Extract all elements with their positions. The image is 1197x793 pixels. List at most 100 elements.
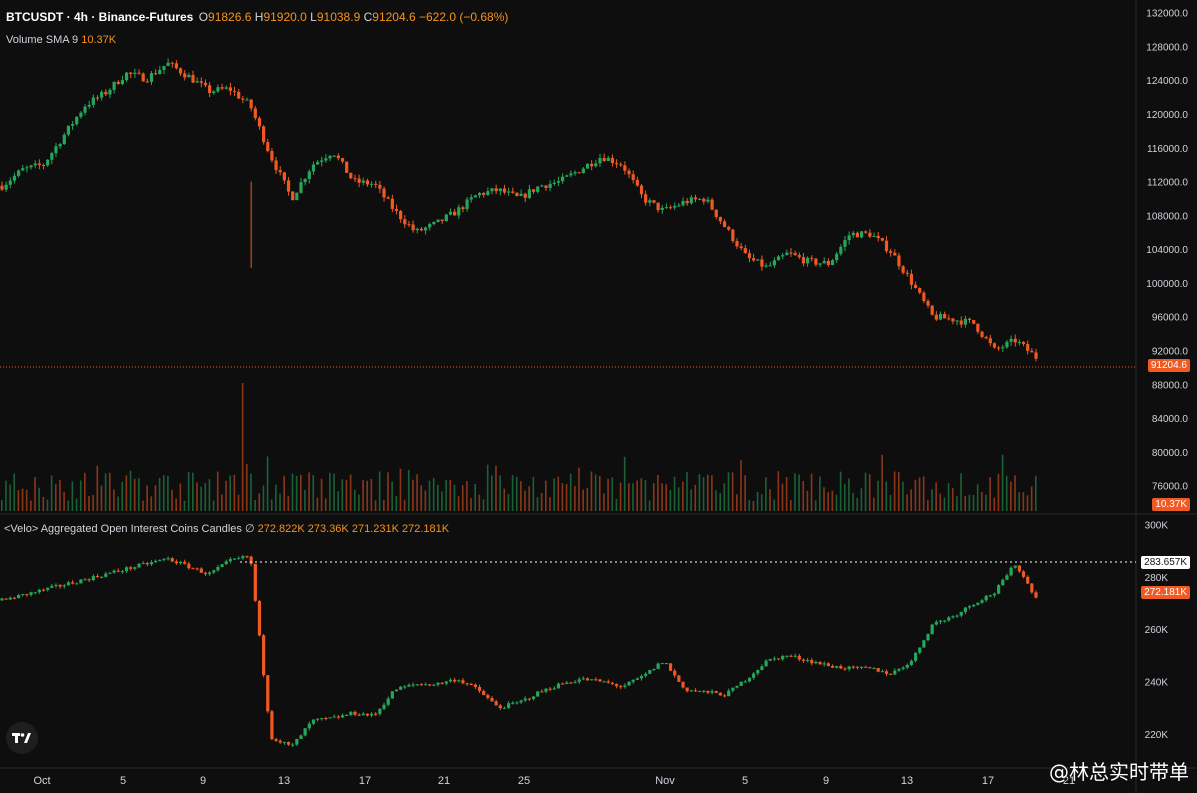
price-candle[interactable] <box>847 231 851 245</box>
oi-candle[interactable] <box>29 591 33 597</box>
price-candle[interactable] <box>876 231 880 242</box>
oi-candle[interactable] <box>839 664 843 670</box>
price-candle[interactable] <box>419 226 424 232</box>
price-candle[interactable] <box>814 257 818 267</box>
price-candle[interactable] <box>689 194 693 205</box>
oi-candle[interactable] <box>432 683 436 687</box>
price-candle[interactable] <box>776 255 781 261</box>
price-candle[interactable] <box>345 161 349 173</box>
oi-candle[interactable] <box>789 654 793 658</box>
oi-candle[interactable] <box>149 560 154 566</box>
oi-candle[interactable] <box>660 662 664 665</box>
oi-candle[interactable] <box>183 559 187 565</box>
price-candle[interactable] <box>17 169 21 178</box>
price-candle[interactable] <box>473 194 477 198</box>
oi-candle[interactable] <box>573 679 577 684</box>
oi-candle[interactable] <box>843 667 847 671</box>
oi-candle[interactable] <box>423 682 428 686</box>
oi-candle[interactable] <box>1034 590 1038 599</box>
oi-candle[interactable] <box>70 580 75 585</box>
oi-candle[interactable] <box>793 653 797 658</box>
price-candle[interactable] <box>21 164 25 171</box>
oi-candle[interactable] <box>988 594 992 598</box>
price-candle[interactable] <box>747 249 752 263</box>
oi-candle[interactable] <box>62 583 66 589</box>
price-candle[interactable] <box>781 252 785 260</box>
price-candle[interactable] <box>361 177 365 186</box>
price-candle[interactable] <box>37 159 41 170</box>
oi-candle[interactable] <box>893 668 897 675</box>
oi-candle[interactable] <box>237 556 241 560</box>
price-candle[interactable] <box>133 68 137 78</box>
price-candle[interactable] <box>274 156 278 174</box>
price-candle[interactable] <box>623 161 627 175</box>
price-candle[interactable] <box>789 248 793 257</box>
price-candle[interactable] <box>523 192 527 203</box>
price-candle[interactable] <box>606 155 610 162</box>
oi-candle[interactable] <box>282 741 286 745</box>
oi-candle[interactable] <box>482 689 486 696</box>
oi-candle[interactable] <box>668 663 673 672</box>
oi-candle[interactable] <box>735 685 739 689</box>
price-candle[interactable] <box>772 257 776 269</box>
price-candle[interactable] <box>992 342 997 349</box>
oi-candle[interactable] <box>4 598 8 601</box>
oi-candle[interactable] <box>174 559 179 565</box>
price-candle[interactable] <box>614 159 619 168</box>
oi-candle[interactable] <box>266 675 270 714</box>
price-candle[interactable] <box>1034 348 1038 362</box>
price-candle[interactable] <box>253 105 257 121</box>
price-candle[interactable] <box>565 174 569 178</box>
oi-candle[interactable] <box>66 580 71 586</box>
oi-candle[interactable] <box>216 564 220 572</box>
price-candle[interactable] <box>423 226 428 235</box>
price-candle[interactable] <box>349 172 353 180</box>
oi-candle[interactable] <box>274 737 278 742</box>
price-candle[interactable] <box>66 125 71 137</box>
oi-candle[interactable] <box>137 562 141 569</box>
price-candle[interactable] <box>50 151 54 165</box>
oi-candle[interactable] <box>810 658 814 666</box>
oi-candle[interactable] <box>880 669 884 673</box>
price-candle[interactable] <box>249 98 253 112</box>
oi-candle[interactable] <box>178 560 183 565</box>
volume-label[interactable]: Volume SMA 9 <box>6 34 79 46</box>
oi-candle[interactable] <box>382 702 386 711</box>
oi-candle[interactable] <box>710 689 714 695</box>
price-candle[interactable] <box>12 172 17 184</box>
oi-candle[interactable] <box>876 667 880 673</box>
price-candle[interactable] <box>984 335 988 340</box>
price-candle[interactable] <box>851 230 855 239</box>
oi-candle[interactable] <box>95 574 100 578</box>
oi-candle[interactable] <box>25 594 29 597</box>
oi-candle[interactable] <box>598 679 602 682</box>
price-candle[interactable] <box>1009 335 1013 347</box>
price-candle[interactable] <box>386 195 390 200</box>
oi-candle[interactable] <box>685 687 689 693</box>
price-candle[interactable] <box>959 316 963 328</box>
price-candle[interactable] <box>972 319 976 325</box>
oi-candle[interactable] <box>623 683 627 689</box>
price-candle[interactable] <box>635 176 639 187</box>
oi-candle[interactable] <box>440 682 444 685</box>
price-candle[interactable] <box>1017 339 1021 346</box>
price-candle[interactable] <box>930 305 934 316</box>
oi-candle[interactable] <box>801 658 806 663</box>
price-candle[interactable] <box>257 116 262 130</box>
price-candle[interactable] <box>332 155 336 158</box>
price-candle[interactable] <box>100 90 104 101</box>
price-candle[interactable] <box>4 181 8 193</box>
price-candle[interactable] <box>187 72 191 78</box>
oi-candle[interactable] <box>120 569 125 574</box>
oi-candle[interactable] <box>743 679 747 683</box>
oi-candle[interactable] <box>228 557 232 564</box>
price-candle[interactable] <box>855 231 860 238</box>
oi-candle[interactable] <box>104 571 108 578</box>
price-candle[interactable] <box>610 154 615 167</box>
price-candle[interactable] <box>951 318 955 325</box>
price-candle[interactable] <box>739 242 743 251</box>
oi-candle[interactable] <box>997 584 1001 595</box>
oi-candle[interactable] <box>718 692 723 696</box>
oi-candle[interactable] <box>652 668 656 672</box>
price-candle[interactable] <box>577 171 581 174</box>
